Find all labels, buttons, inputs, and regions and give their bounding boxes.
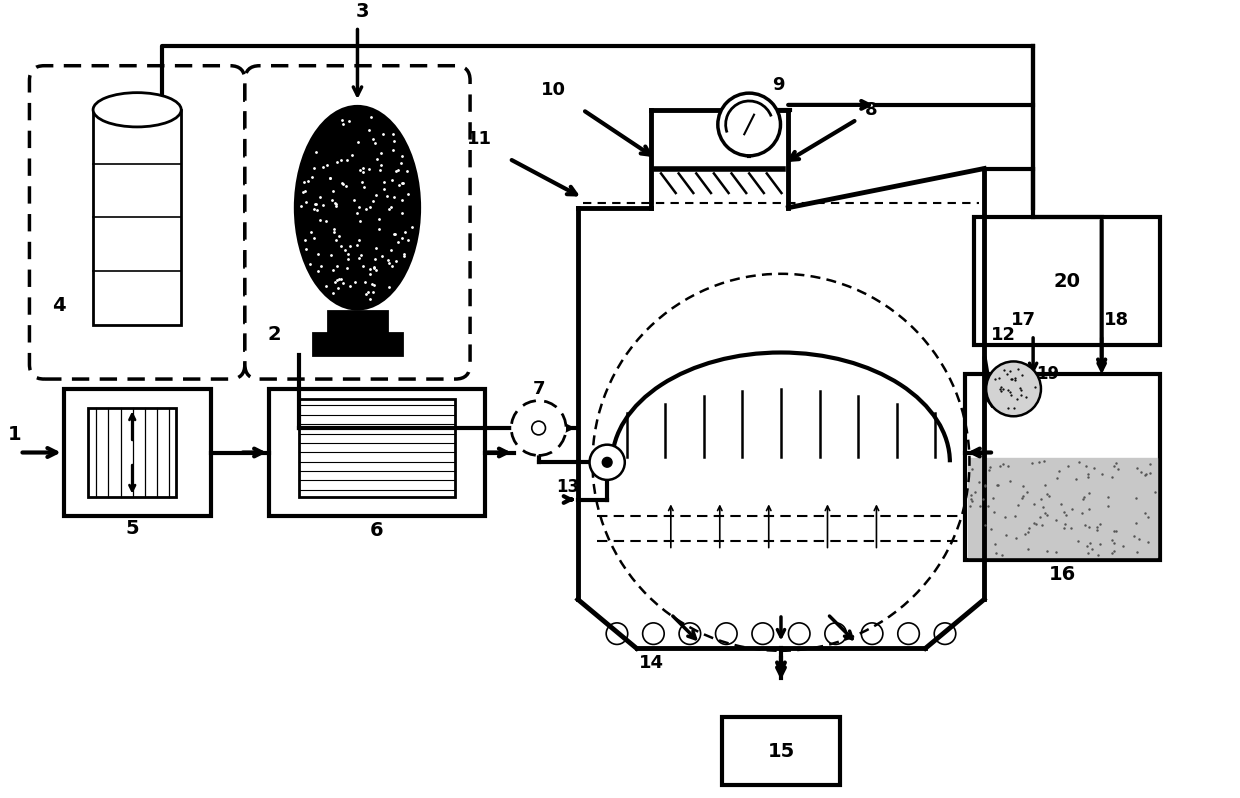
Text: 15: 15 [768, 741, 795, 760]
Circle shape [986, 361, 1040, 417]
Circle shape [603, 457, 613, 467]
Bar [63, 389, 211, 516]
Bar [975, 218, 1161, 345]
Bar [299, 399, 455, 496]
Bar [329, 310, 387, 335]
Text: 17: 17 [1011, 311, 1035, 330]
Circle shape [862, 623, 883, 645]
Circle shape [589, 444, 625, 480]
Circle shape [606, 623, 627, 645]
Text: 6: 6 [371, 521, 384, 540]
Circle shape [825, 623, 847, 645]
Circle shape [934, 623, 956, 645]
Bar [722, 717, 839, 785]
Circle shape [532, 421, 546, 435]
Circle shape [718, 93, 780, 156]
Circle shape [511, 401, 565, 456]
Text: 16: 16 [1049, 566, 1076, 584]
Text: 4: 4 [52, 296, 66, 315]
Bar [965, 374, 1161, 560]
Bar [93, 110, 181, 326]
Text: 18: 18 [1104, 311, 1128, 330]
Ellipse shape [93, 93, 181, 127]
Circle shape [680, 623, 701, 645]
Text: 10: 10 [541, 81, 565, 99]
Text: 8: 8 [866, 101, 878, 119]
Text: 13: 13 [557, 478, 579, 496]
FancyBboxPatch shape [30, 65, 244, 379]
Text: 19: 19 [1037, 365, 1059, 383]
Text: 9: 9 [773, 77, 785, 94]
Text: 20: 20 [1054, 271, 1081, 290]
Bar [88, 409, 176, 496]
Text: 3: 3 [356, 2, 370, 22]
Text: 14: 14 [639, 654, 663, 672]
Circle shape [642, 623, 665, 645]
Circle shape [715, 623, 737, 645]
Circle shape [898, 623, 919, 645]
Text: 11: 11 [467, 130, 492, 148]
Bar [269, 389, 485, 516]
Text: 1: 1 [7, 425, 21, 444]
Circle shape [789, 623, 810, 645]
Text: 2: 2 [268, 326, 281, 345]
Text: 12: 12 [991, 326, 1017, 344]
Bar [314, 333, 402, 354]
Circle shape [751, 623, 774, 645]
FancyBboxPatch shape [244, 65, 470, 379]
Text: 5: 5 [125, 519, 139, 539]
Text: 7: 7 [532, 380, 544, 398]
Ellipse shape [294, 105, 422, 310]
